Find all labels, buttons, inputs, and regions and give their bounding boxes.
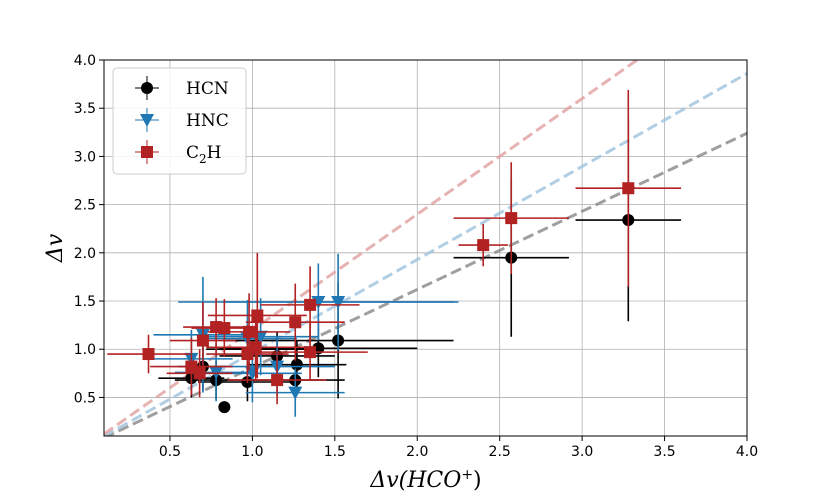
- data-point: [271, 374, 284, 387]
- data-point: [290, 358, 303, 371]
- data-point: [505, 212, 518, 225]
- x-tick-label: 1.5: [324, 444, 346, 460]
- x-tick-label: 0.5: [159, 444, 181, 460]
- y-axis-label: Δv: [43, 233, 68, 263]
- data-point: [288, 386, 303, 400]
- data-point: [622, 182, 635, 195]
- y-tick-label: 2.5: [74, 198, 96, 214]
- legend-hcn-marker: [141, 82, 153, 94]
- data-point: [193, 367, 206, 380]
- data-point: [218, 322, 231, 335]
- series-square: [107, 89, 682, 405]
- data-point: [251, 309, 264, 322]
- y-tick-label: 3.0: [74, 149, 96, 165]
- x-tick-label: 4.0: [736, 444, 758, 460]
- x-tick-label: 2.0: [406, 444, 428, 460]
- legend-hcn-label: HCN: [186, 79, 229, 99]
- legend-item-hcn: HCN: [135, 76, 229, 100]
- axis-ticks: 0.5 1.0 1.5 2.0 2.5 3.0 3.5 4.0 0.5 1.0 1.5 2.0 2.5 3…: [74, 53, 758, 460]
- y-tick-label: 4.0: [74, 53, 96, 69]
- grid: [104, 59, 748, 436]
- data-point: [304, 298, 317, 311]
- data-marks: [107, 89, 682, 417]
- data-point: [477, 239, 490, 252]
- legend: HCN HNC C2H: [112, 67, 247, 175]
- reference-line: [104, 131, 747, 436]
- data-point: [142, 348, 155, 361]
- data-point: [249, 341, 262, 354]
- data-point: [331, 295, 346, 309]
- legend-hnc-label: HNC: [186, 111, 229, 131]
- x-axis-label: Δv(HCO+): [369, 467, 481, 493]
- legend-c2h-label: C2H: [186, 143, 221, 166]
- legend-item-hnc: HNC: [135, 108, 229, 132]
- y-tick-label: 0.5: [74, 390, 96, 406]
- data-point: [218, 401, 231, 414]
- data-point: [196, 334, 209, 347]
- data-point: [243, 325, 256, 338]
- reference-line: [104, 72, 747, 436]
- series-triangle-down: [150, 253, 459, 417]
- y-tick-label: 1.5: [74, 294, 96, 310]
- y-tick-label: 3.5: [74, 101, 96, 117]
- x-tick-label: 3.0: [571, 444, 593, 460]
- legend-item-c2h: C2H: [135, 140, 221, 166]
- y-tick-label: 2.0: [74, 246, 96, 262]
- legend-hnc-marker: [140, 114, 154, 127]
- data-point: [289, 316, 302, 329]
- x-tick-label: 3.5: [653, 444, 675, 460]
- x-tick-label: 1.0: [241, 444, 263, 460]
- plot-frame: [103, 59, 748, 437]
- x-tick-label: 2.5: [489, 444, 511, 460]
- legend-c2h-marker: [141, 146, 153, 158]
- data-point: [304, 346, 317, 359]
- y-tick-label: 1.0: [74, 342, 96, 358]
